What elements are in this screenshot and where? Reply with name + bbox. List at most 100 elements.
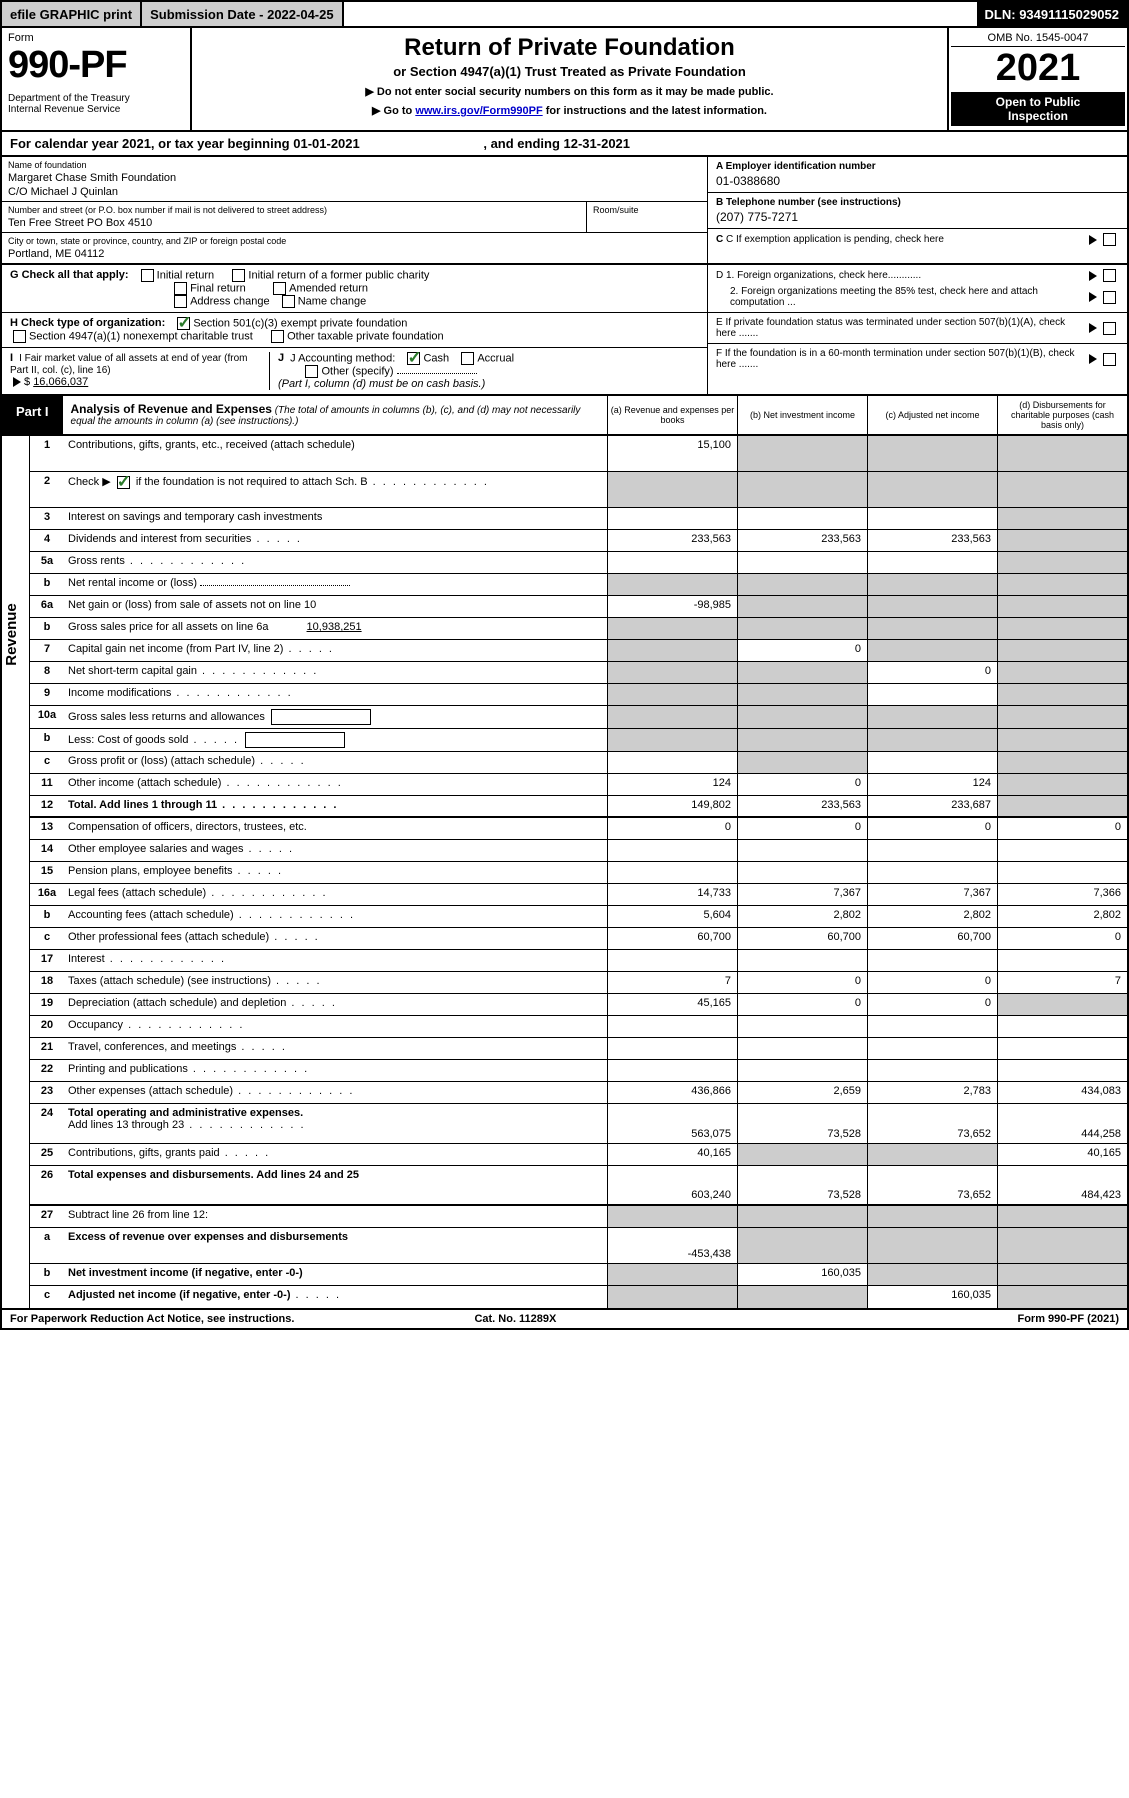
line-desc: Pension plans, employee benefits	[64, 862, 607, 883]
line-desc: Net rental income or (loss)	[64, 574, 607, 595]
instr2-post: for instructions and the latest informat…	[543, 105, 767, 117]
h-501c3-checkbox[interactable]	[177, 317, 190, 330]
col-c-value: 124	[867, 774, 997, 795]
line-num: 23	[30, 1082, 64, 1103]
ij-row: II Fair market value of all assets at en…	[2, 348, 707, 394]
part1-table: Revenue Operating and Administrative Exp…	[0, 436, 1129, 1310]
col-d-value	[997, 950, 1127, 971]
line-num: 7	[30, 640, 64, 661]
col-d-header: (d) Disbursements for charitable purpose…	[997, 396, 1127, 434]
col-d-value	[997, 472, 1127, 507]
col-a-value	[607, 1060, 737, 1081]
col-b-value	[737, 1060, 867, 1081]
col-c-value	[867, 1016, 997, 1037]
footer-cat-no: Cat. No. 11289X	[474, 1313, 556, 1325]
col-d-value: 0	[997, 928, 1127, 949]
col-c-value: 233,687	[867, 796, 997, 816]
page-footer: For Paperwork Reduction Act Notice, see …	[0, 1310, 1129, 1330]
h-4947-checkbox[interactable]	[13, 330, 26, 343]
col-b-value: 233,563	[737, 796, 867, 816]
d1-checkbox[interactable]	[1103, 269, 1116, 282]
item-c-checkbox[interactable]	[1103, 233, 1116, 246]
g-final-label: Final return	[190, 282, 246, 294]
line-num: b	[30, 1264, 64, 1285]
line-desc: Adjusted net income (if negative, enter …	[64, 1286, 607, 1308]
line-num: 20	[30, 1016, 64, 1037]
col-d-value: 434,083	[997, 1082, 1127, 1103]
e-checkbox[interactable]	[1103, 322, 1116, 335]
arrow-icon	[1089, 323, 1097, 333]
g-initial-former-checkbox[interactable]	[232, 269, 245, 282]
schb-checkbox[interactable]	[117, 476, 130, 489]
g-initial-return-checkbox[interactable]	[141, 269, 154, 282]
submission-date-button[interactable]: Submission Date - 2022-04-25	[142, 2, 344, 26]
part1-description: Analysis of Revenue and Expenses (The to…	[63, 396, 607, 434]
row-6b: b Gross sales price for all assets on li…	[30, 618, 1127, 640]
line-num: 27	[30, 1206, 64, 1227]
f-checkbox[interactable]	[1103, 353, 1116, 366]
col-a-value: 14,733	[607, 884, 737, 905]
col-b-value: 2,802	[737, 906, 867, 927]
col-b-value: 73,528	[737, 1166, 867, 1204]
row-21: 21 Travel, conferences, and meetings	[30, 1038, 1127, 1060]
line-num: 10a	[30, 706, 64, 728]
col-a-value	[607, 950, 737, 971]
row-3: 3 Interest on savings and temporary cash…	[30, 508, 1127, 530]
row-23: 23 Other expenses (attach schedule) 436,…	[30, 1082, 1127, 1104]
j-other-checkbox[interactable]	[305, 365, 318, 378]
d2-checkbox[interactable]	[1103, 291, 1116, 304]
col-d-value	[997, 574, 1127, 595]
form-instructions-link[interactable]: www.irs.gov/Form990PF	[415, 105, 542, 117]
arrow-icon	[1089, 235, 1097, 245]
col-a-value	[607, 1038, 737, 1059]
col-b-value	[737, 752, 867, 773]
col-d-value	[997, 530, 1127, 551]
f-row: F If the foundation is in a 60-month ter…	[708, 344, 1127, 374]
line-desc: Contributions, gifts, grants paid	[64, 1144, 607, 1165]
revenue-section-label: Revenue	[3, 603, 20, 666]
line-num: 5a	[30, 552, 64, 573]
efile-print-button[interactable]: efile GRAPHIC print	[2, 2, 142, 26]
g-amended-checkbox[interactable]	[273, 282, 286, 295]
g-address-change-checkbox[interactable]	[174, 295, 187, 308]
col-b-value: 0	[737, 994, 867, 1015]
col-a-value	[607, 684, 737, 705]
line-num: 11	[30, 774, 64, 795]
h-4947-label: Section 4947(a)(1) nonexempt charitable …	[29, 330, 253, 342]
d2-label: 2. Foreign organizations meeting the 85%…	[716, 286, 1086, 308]
g-name-change-checkbox[interactable]	[282, 295, 295, 308]
col-c-value: 2,802	[867, 906, 997, 927]
col-c-value	[867, 1264, 997, 1285]
row-5b: b Net rental income or (loss)	[30, 574, 1127, 596]
f-label: F If the foundation is in a 60-month ter…	[716, 348, 1086, 370]
col-c-value	[867, 729, 997, 751]
form-word: Form	[8, 32, 184, 44]
col-c-value	[867, 752, 997, 773]
city-label: City or town, state or province, country…	[8, 236, 701, 246]
col-c-value	[867, 1144, 997, 1165]
col-d-value: 7,366	[997, 884, 1127, 905]
j-cash-checkbox[interactable]	[407, 352, 420, 365]
col-b-value	[737, 1286, 867, 1308]
col-d-value	[997, 1286, 1127, 1308]
col-d-value	[997, 508, 1127, 529]
g-final-return-checkbox[interactable]	[174, 282, 187, 295]
col-d-value	[997, 1038, 1127, 1059]
row-10a: 10a Gross sales less returns and allowan…	[30, 706, 1127, 729]
col-b-value	[737, 840, 867, 861]
col-a-value: -98,985	[607, 596, 737, 617]
foundation-name-label: Name of foundation	[8, 160, 701, 170]
row-20: 20 Occupancy	[30, 1016, 1127, 1038]
form-title: Return of Private Foundation	[202, 34, 937, 62]
line-desc: Taxes (attach schedule) (see instruction…	[64, 972, 607, 993]
j-accrual-checkbox[interactable]	[461, 352, 474, 365]
col-c-value: 60,700	[867, 928, 997, 949]
row-18: 18 Taxes (attach schedule) (see instruct…	[30, 972, 1127, 994]
h-other-checkbox[interactable]	[271, 330, 284, 343]
line-desc: Excess of revenue over expenses and disb…	[64, 1228, 607, 1263]
col-c-value	[867, 1038, 997, 1059]
identification-block: Name of foundation Margaret Chase Smith …	[0, 157, 1129, 265]
col-a-value	[607, 618, 737, 639]
row-26: 26 Total expenses and disbursements. Add…	[30, 1166, 1127, 1206]
col-d-value	[997, 436, 1127, 471]
